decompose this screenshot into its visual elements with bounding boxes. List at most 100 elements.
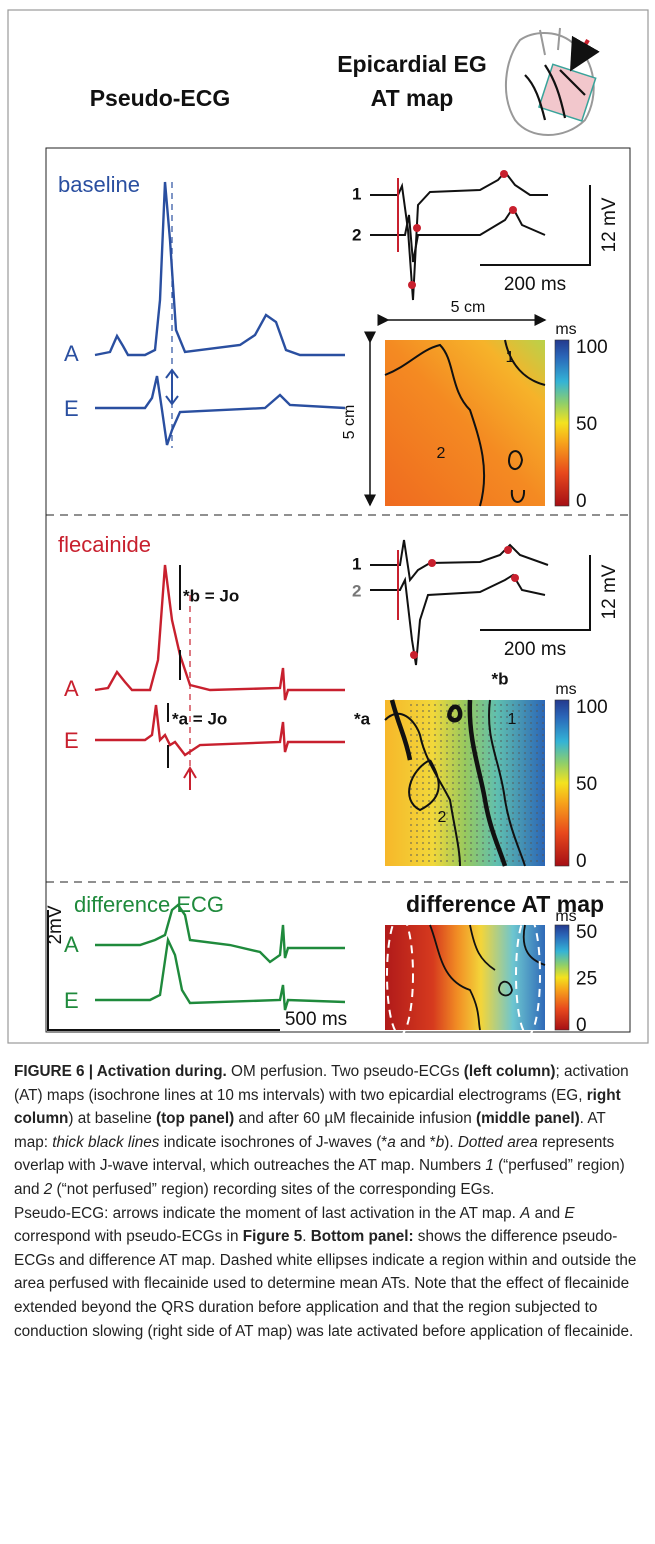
annotation: *a = Jo bbox=[172, 709, 227, 728]
electrogram bbox=[370, 170, 548, 301]
caption-part: A bbox=[520, 1204, 531, 1222]
caption-part: OM perfusion. Two pseudo-ECGs bbox=[226, 1063, 464, 1080]
caption-part: FIGURE 6 | Activation during. bbox=[14, 1063, 227, 1080]
figure: Pseudo-ECG Epicardial EG AT map baseline A E 1… bbox=[7, 9, 649, 1044]
activation-dot bbox=[410, 546, 519, 659]
caption-part: indicate isochrones of J-waves (* bbox=[159, 1133, 388, 1151]
column-title: AT map bbox=[371, 85, 454, 111]
panel-box bbox=[45, 147, 631, 1033]
colorbar-unit: ms bbox=[555, 908, 576, 925]
eg-label: 2 bbox=[352, 581, 361, 600]
eg-label: 2 bbox=[352, 225, 361, 244]
colorbar bbox=[554, 924, 570, 1031]
caption-part: Bottom panel: bbox=[310, 1228, 414, 1246]
caption-part: thick black lines bbox=[52, 1133, 160, 1151]
column-title: Pseudo-ECG bbox=[90, 85, 231, 111]
scale-label: 12 mV bbox=[599, 564, 620, 619]
colorbar-tick: 0 bbox=[576, 491, 587, 512]
activation-dot bbox=[408, 170, 517, 289]
pseudo-ecg bbox=[94, 564, 345, 757]
heart-icon bbox=[504, 27, 600, 136]
colorbar-tick: 100 bbox=[576, 337, 608, 358]
caption-part: (“not perfused” region) recording sites … bbox=[52, 1180, 495, 1198]
pseudo-ecg bbox=[95, 903, 346, 1011]
interval-bar bbox=[167, 565, 181, 768]
colorbar-tick: 25 bbox=[576, 969, 597, 990]
at-map bbox=[385, 914, 546, 1036]
colorbar bbox=[554, 339, 570, 507]
colorbar bbox=[554, 699, 570, 867]
caption-part: (“perfused” region) and bbox=[14, 1157, 625, 1198]
colorbar-tick: 50 bbox=[576, 774, 597, 795]
at-map bbox=[384, 699, 545, 867]
colorbar-tick: 0 bbox=[576, 851, 587, 872]
annotation: *b = Jo bbox=[183, 586, 239, 605]
site-label: 2 bbox=[437, 445, 446, 462]
at-map bbox=[384, 339, 546, 507]
caption-part: 2 bbox=[43, 1180, 53, 1198]
caption-part: (top panel) bbox=[155, 1110, 235, 1128]
annotation: *a bbox=[354, 709, 371, 728]
scale-label: 200 ms bbox=[504, 274, 566, 295]
scale-bar bbox=[480, 185, 591, 266]
caption-part: correspond with pseudo-ECGs in bbox=[14, 1228, 243, 1246]
colorbar-tick: 100 bbox=[576, 697, 608, 718]
distance-label: 5 cm bbox=[341, 405, 358, 440]
colorbar-tick: 50 bbox=[576, 414, 597, 435]
eg-label: 1 bbox=[352, 184, 361, 203]
trace-label: A bbox=[64, 341, 79, 366]
caption-part: Figure 5 bbox=[242, 1228, 303, 1246]
scale-label: 2mV bbox=[45, 905, 66, 944]
scale-label: 500 ms bbox=[285, 1009, 347, 1030]
pseudo-ecg bbox=[94, 181, 346, 446]
map-title: difference AT map bbox=[406, 891, 604, 917]
caption-part: represents overlap with J-wave interval,… bbox=[14, 1133, 615, 1175]
panel-label: flecainide bbox=[58, 532, 151, 557]
trace-label: E bbox=[64, 728, 79, 753]
scale-label: 12 mV bbox=[599, 197, 620, 252]
caption-part: and after 60 µM flecainide infusion bbox=[234, 1110, 476, 1128]
distance-label: 5 cm bbox=[451, 299, 486, 316]
colorbar-unit: ms bbox=[555, 681, 576, 698]
site-label: 2 bbox=[438, 809, 447, 826]
site-label: 1 bbox=[506, 349, 515, 366]
site-label: 1 bbox=[508, 711, 517, 728]
caption-part: and bbox=[530, 1204, 565, 1222]
caption-part: . AT map: bbox=[14, 1110, 606, 1151]
caption-part: Pseudo-ECG: arrows indicate the moment o… bbox=[14, 1204, 521, 1222]
caption-part: a bbox=[387, 1133, 396, 1151]
arrow bbox=[183, 766, 197, 790]
caption-part: (left column) bbox=[463, 1063, 556, 1080]
colorbar-unit: ms bbox=[555, 321, 576, 338]
scale-bar bbox=[480, 555, 591, 631]
eg-label: 1 bbox=[352, 554, 361, 573]
caption-part: ). bbox=[444, 1133, 458, 1151]
caption-part: b bbox=[435, 1133, 445, 1151]
caption-part: Dotted area bbox=[457, 1133, 538, 1151]
column-title: Epicardial EG bbox=[337, 51, 487, 77]
caption-part: shows the difference pseudo-ECGs and dif… bbox=[14, 1228, 637, 1340]
annotation: *b bbox=[492, 669, 509, 688]
trace-label: E bbox=[64, 396, 79, 421]
scale-bar bbox=[47, 910, 280, 1031]
caption-part: 1 bbox=[485, 1157, 494, 1175]
caption-part: (middle panel) bbox=[475, 1110, 580, 1128]
panel-label: difference ECG bbox=[74, 892, 224, 917]
scale-label: 200 ms bbox=[504, 639, 566, 660]
caption-part: and * bbox=[395, 1133, 436, 1151]
trace-label: A bbox=[64, 676, 79, 701]
caption: FIGURE 6 | Activation during. OM perfusi… bbox=[14, 1060, 642, 1343]
trace-label: E bbox=[64, 988, 79, 1013]
arrow bbox=[165, 368, 179, 406]
caption-part: ; activation (AT) maps (isochrone lines … bbox=[14, 1063, 629, 1104]
caption-part: E bbox=[564, 1204, 575, 1222]
caption-part: ) at baseline bbox=[68, 1110, 156, 1128]
colorbar-tick: 0 bbox=[576, 1015, 587, 1036]
colorbar-tick: 50 bbox=[576, 922, 597, 943]
figure-border bbox=[7, 9, 649, 1044]
caption-part: right column bbox=[14, 1086, 621, 1128]
caption-part: . bbox=[302, 1228, 311, 1246]
trace-label: A bbox=[64, 932, 79, 957]
panel-label: baseline bbox=[58, 172, 140, 197]
